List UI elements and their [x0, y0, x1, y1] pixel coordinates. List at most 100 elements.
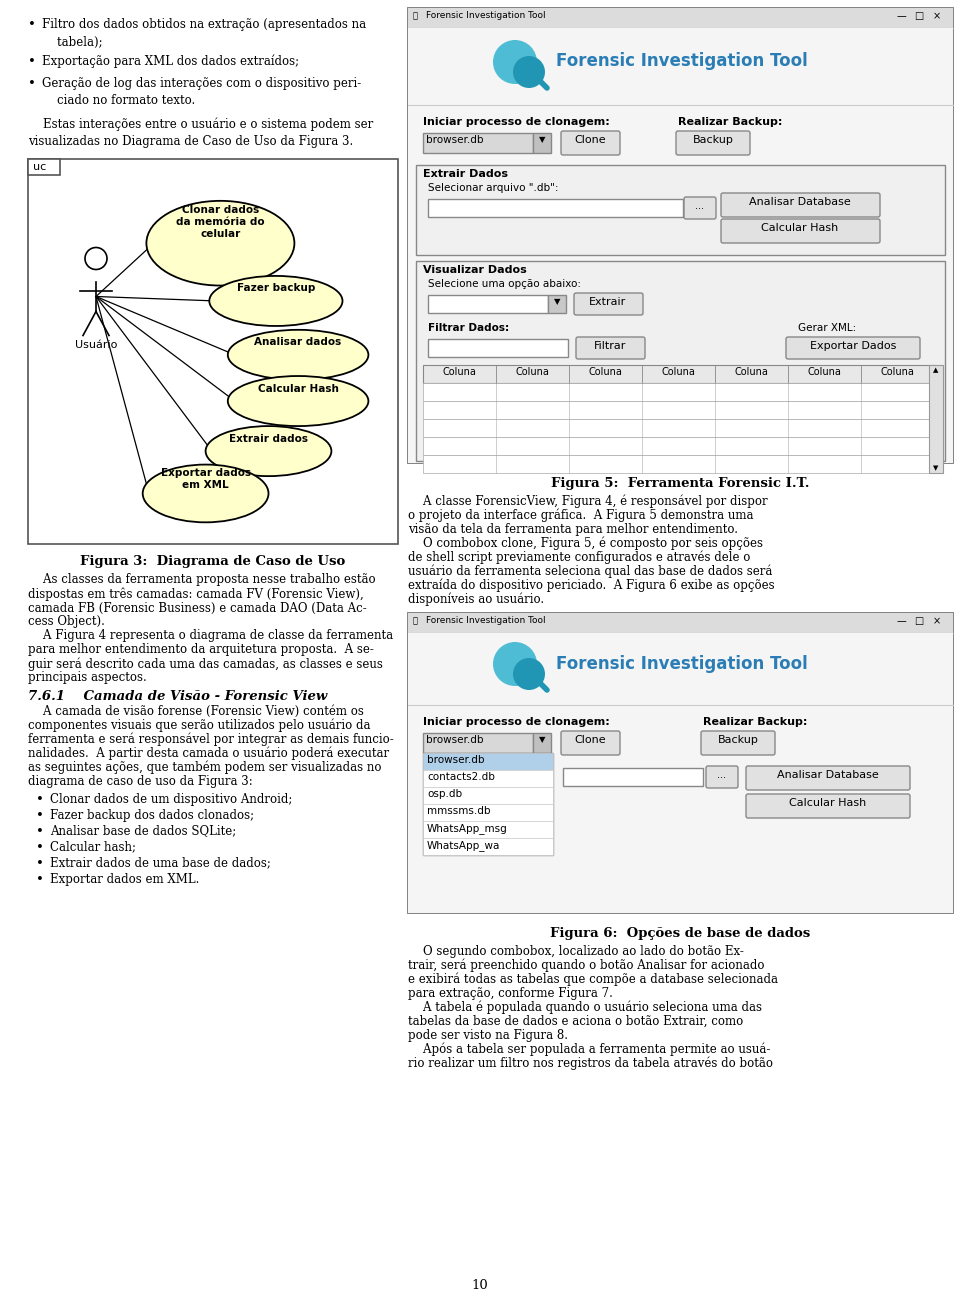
- Text: O segundo combobox, localizado ao lado do botão Ex-: O segundo combobox, localizado ao lado d…: [408, 946, 744, 958]
- Text: Analisar Database: Analisar Database: [749, 197, 851, 208]
- Text: Após a tabela ser populada a ferramenta permite ao usuá-: Após a tabela ser populada a ferramenta …: [408, 1043, 770, 1057]
- Text: Backup: Backup: [692, 135, 733, 145]
- FancyBboxPatch shape: [423, 419, 936, 437]
- Text: e exibirá todas as tabelas que compõe a database selecionada: e exibirá todas as tabelas que compõe a …: [408, 973, 778, 987]
- Circle shape: [513, 658, 545, 690]
- FancyBboxPatch shape: [428, 198, 683, 217]
- Text: ...: ...: [717, 770, 727, 779]
- Ellipse shape: [205, 427, 331, 476]
- Text: principais aspectos.: principais aspectos.: [28, 672, 147, 685]
- FancyBboxPatch shape: [563, 768, 703, 786]
- Text: □: □: [914, 616, 924, 626]
- Text: usuário da ferramenta seleciona qual das base de dados será: usuário da ferramenta seleciona qual das…: [408, 565, 773, 578]
- Text: Fazer backup dos dados clonados;: Fazer backup dos dados clonados;: [50, 808, 254, 821]
- Text: browser.db: browser.db: [426, 135, 484, 145]
- Text: A classe ForensicView, Figura 4, é responsável por dispor: A classe ForensicView, Figura 4, é respo…: [408, 495, 768, 508]
- Text: Iniciar processo de clonagem:: Iniciar processo de clonagem:: [423, 717, 610, 728]
- Text: diagrama de caso de uso da Figura 3:: diagrama de caso de uso da Figura 3:: [28, 774, 252, 787]
- FancyBboxPatch shape: [746, 767, 910, 790]
- Text: disponíveis ao usuário.: disponíveis ao usuário.: [408, 593, 544, 607]
- Text: ×: ×: [933, 616, 941, 626]
- FancyBboxPatch shape: [533, 733, 551, 754]
- Text: Realizar Backup:: Realizar Backup:: [678, 117, 782, 127]
- Text: Clone: Clone: [574, 135, 606, 145]
- Text: 🗂: 🗂: [413, 10, 418, 19]
- Text: ▼: ▼: [933, 466, 939, 471]
- Text: Extrair dados: Extrair dados: [229, 433, 308, 444]
- FancyBboxPatch shape: [428, 339, 568, 357]
- Text: Calcular Hash: Calcular Hash: [257, 384, 339, 393]
- FancyBboxPatch shape: [746, 794, 910, 818]
- FancyBboxPatch shape: [423, 437, 936, 455]
- Text: Calcular Hash: Calcular Hash: [789, 798, 867, 808]
- Text: as seguintes ações, que também podem ser visualizadas no: as seguintes ações, que também podem ser…: [28, 760, 381, 774]
- FancyBboxPatch shape: [408, 29, 953, 463]
- Text: •: •: [36, 825, 44, 838]
- Text: pode ser visto na Figura 8.: pode ser visto na Figura 8.: [408, 1029, 568, 1041]
- FancyBboxPatch shape: [721, 219, 880, 243]
- FancyBboxPatch shape: [533, 134, 551, 153]
- Text: Calcular Hash: Calcular Hash: [761, 223, 839, 233]
- Text: Coluna: Coluna: [807, 367, 841, 377]
- Text: Exportar dados em XML.: Exportar dados em XML.: [50, 873, 200, 886]
- FancyBboxPatch shape: [721, 193, 880, 217]
- Ellipse shape: [228, 376, 369, 427]
- Text: browser.db: browser.db: [427, 755, 485, 765]
- Circle shape: [493, 40, 537, 84]
- Text: Extrair Dados: Extrair Dados: [423, 169, 508, 179]
- FancyBboxPatch shape: [576, 337, 645, 359]
- FancyBboxPatch shape: [28, 158, 398, 543]
- Text: ▼: ▼: [554, 297, 561, 306]
- FancyBboxPatch shape: [548, 294, 566, 313]
- Text: —: —: [896, 616, 906, 626]
- Text: osp.db: osp.db: [427, 789, 462, 799]
- Text: Coluna: Coluna: [442, 367, 476, 377]
- Text: □: □: [914, 10, 924, 21]
- Text: trair, será preenchido quando o botão Analisar for acionado: trair, será preenchido quando o botão An…: [408, 958, 764, 973]
- Text: ...: ...: [695, 201, 705, 211]
- Text: Forensic Investigation Tool: Forensic Investigation Tool: [426, 10, 545, 19]
- Text: A tabela é populada quando o usuário seleciona uma das: A tabela é populada quando o usuário sel…: [408, 1001, 762, 1014]
- FancyBboxPatch shape: [423, 821, 553, 838]
- Ellipse shape: [209, 276, 343, 326]
- Text: Coluna: Coluna: [588, 367, 622, 377]
- FancyBboxPatch shape: [423, 804, 553, 821]
- Text: Fazer backup: Fazer backup: [237, 284, 315, 293]
- Text: Gerar XML:: Gerar XML:: [798, 323, 856, 333]
- FancyBboxPatch shape: [929, 364, 943, 473]
- Circle shape: [85, 248, 107, 270]
- Text: ferramenta e será responsável por integrar as demais funcio-: ferramenta e será responsável por integr…: [28, 733, 394, 746]
- Polygon shape: [28, 158, 60, 175]
- FancyBboxPatch shape: [408, 8, 953, 29]
- FancyBboxPatch shape: [423, 787, 553, 804]
- Text: Analisar base de dados SQLite;: Analisar base de dados SQLite;: [50, 825, 236, 838]
- FancyBboxPatch shape: [574, 293, 643, 315]
- FancyBboxPatch shape: [676, 131, 750, 156]
- Text: Extrair dados de uma base de dados;: Extrair dados de uma base de dados;: [50, 856, 271, 869]
- Text: ▼: ▼: [539, 735, 545, 744]
- Text: browser.db: browser.db: [426, 735, 484, 744]
- Text: As classes da ferramenta proposta nesse trabalho estão: As classes da ferramenta proposta nesse …: [28, 573, 375, 586]
- FancyBboxPatch shape: [423, 770, 553, 787]
- Text: dispostas em três camadas: camada FV (Forensic View),: dispostas em três camadas: camada FV (Fo…: [28, 588, 364, 601]
- Text: Forensic Investigation Tool: Forensic Investigation Tool: [556, 52, 807, 70]
- Text: Clonar dados
da memória do
celular: Clonar dados da memória do celular: [176, 205, 265, 239]
- Text: ▼: ▼: [539, 135, 545, 144]
- Text: Figura 5:  Ferramenta Forensic I.T.: Figura 5: Ferramenta Forensic I.T.: [551, 477, 809, 490]
- Text: Forensic Investigation Tool: Forensic Investigation Tool: [556, 655, 807, 673]
- Text: para extração, conforme Figura 7.: para extração, conforme Figura 7.: [408, 987, 612, 1000]
- Text: Filtro dos dados obtidos na extração (apresentados na
    tabela);: Filtro dos dados obtidos na extração (ap…: [42, 18, 366, 48]
- FancyBboxPatch shape: [423, 364, 936, 383]
- Text: •: •: [36, 873, 44, 886]
- Text: componentes visuais que serão utilizados pelo usuário da: componentes visuais que serão utilizados…: [28, 719, 371, 732]
- Text: A Figura 4 representa o diagrama de classe da ferramenta: A Figura 4 representa o diagrama de clas…: [28, 629, 394, 642]
- Text: —: —: [896, 10, 906, 21]
- FancyBboxPatch shape: [423, 134, 533, 153]
- FancyBboxPatch shape: [701, 732, 775, 755]
- FancyBboxPatch shape: [423, 383, 936, 401]
- Text: Iniciar processo de clonagem:: Iniciar processo de clonagem:: [423, 117, 610, 127]
- Text: 🗂: 🗂: [413, 616, 418, 625]
- FancyBboxPatch shape: [408, 636, 953, 706]
- Text: Realizar Backup:: Realizar Backup:: [703, 717, 807, 728]
- Text: Coluna: Coluna: [734, 367, 768, 377]
